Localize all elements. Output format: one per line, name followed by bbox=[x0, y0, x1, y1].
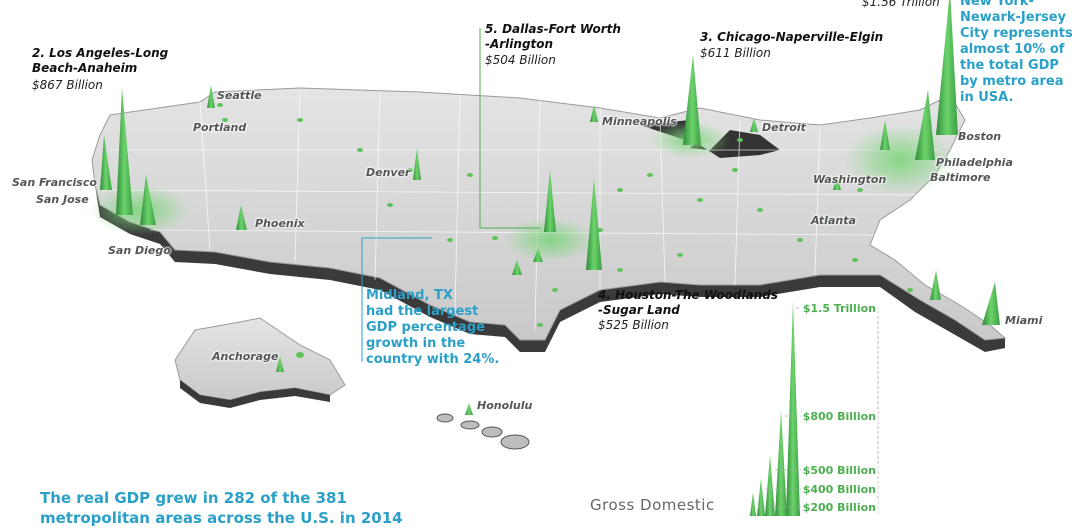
city-label-anchorage: Anchorage bbox=[212, 350, 279, 363]
city-label-seattle: Seattle bbox=[217, 89, 262, 102]
ny-callout-line: the total GDP bbox=[960, 58, 1059, 73]
scale-label-200b: $200 Billion bbox=[800, 501, 878, 514]
metro-chicago-line1: 3. Chicago-Naperville-Elgin bbox=[700, 30, 884, 44]
bottom-title-line2: metropolitan areas across the U.S. in 20… bbox=[40, 509, 403, 527]
bottom-title-line1: The real GDP grew in 282 of the 381 bbox=[40, 489, 347, 507]
metro-dallas-line2: -Arlington bbox=[485, 37, 554, 51]
city-label-san-jose: San Jose bbox=[36, 193, 89, 206]
city-label-washington: Washington bbox=[813, 173, 887, 186]
midland-leader bbox=[361, 237, 432, 362]
scale-label-500b: $500 Billion bbox=[800, 464, 878, 477]
leader-lines bbox=[479, 28, 540, 229]
city-label-atlanta: Atlanta bbox=[811, 214, 856, 227]
metro-dallas-line1: 5. Dallas-Fort Worth bbox=[485, 22, 621, 36]
metro-houston-line1: 4. Houston-The Woodlands bbox=[598, 288, 778, 302]
gdp-legend-title: Gross Domestic bbox=[590, 496, 715, 514]
scale-label-400b: $400 Billion bbox=[800, 483, 878, 496]
scale-spikes bbox=[750, 300, 800, 516]
ny-callout-line: almost 10% of bbox=[960, 42, 1065, 57]
city-label-san-diego: San Diego bbox=[108, 244, 171, 257]
metro-houston-name: 4. Houston-The Woodlands -Sugar Land bbox=[598, 288, 778, 318]
metro-dallas-name: 5. Dallas-Fort Worth -Arlington bbox=[485, 22, 621, 52]
city-dots bbox=[217, 103, 913, 358]
metro-chicago-name: 3. Chicago-Naperville-Elgin bbox=[700, 30, 883, 45]
metro-chicago-value: $611 Billion bbox=[700, 46, 771, 60]
hawaii bbox=[436, 413, 530, 450]
city-label-denver: Denver bbox=[366, 166, 411, 179]
city-label-baltimore: Baltimore bbox=[930, 171, 991, 184]
metro-houston-value: $525 Billion bbox=[598, 318, 669, 332]
ny-callout: New York- Newark-Jersey City represents … bbox=[960, 0, 1073, 106]
metro-dallas-value: $504 Billion bbox=[485, 53, 556, 67]
midland-callout-line: had the largest bbox=[366, 304, 479, 319]
midland-callout-line: growth in the bbox=[366, 336, 466, 351]
midland-callout: Midland, TX had the largest GDP percenta… bbox=[366, 288, 499, 368]
metro-la-value: $867 Billion bbox=[32, 78, 103, 92]
metro-la-line1: 2. Los Angeles-Long bbox=[32, 46, 169, 60]
map-stage: $1.56 Trillion 2. Los Angeles-Long Beach… bbox=[12, 0, 1073, 527]
city-label-boston: Boston bbox=[958, 130, 1002, 143]
ny-value: $1.56 Trillion bbox=[862, 0, 940, 9]
ny-callout-line: New York- bbox=[960, 0, 1034, 9]
metro-la-line2: Beach-Anaheim bbox=[32, 61, 138, 75]
city-label-minneapolis: Minneapolis bbox=[602, 115, 677, 128]
scale-label-1-5t: $1.5 Trillion bbox=[800, 302, 878, 315]
city-label-miami: Miami bbox=[1005, 314, 1043, 327]
city-label-san-francisco: San Francisco bbox=[12, 176, 97, 189]
ny-callout-line: by metro area bbox=[960, 74, 1064, 89]
city-label-philadelphia: Philadelphia bbox=[936, 156, 1013, 169]
midland-callout-line: Midland, TX bbox=[366, 288, 453, 303]
us-mainland-side bbox=[95, 185, 1005, 352]
midland-callout-line: GDP percentage bbox=[366, 320, 485, 335]
city-label-honolulu: Honolulu bbox=[477, 399, 533, 412]
midland-callout-line: country with 24%. bbox=[366, 352, 500, 367]
ny-callout-line: City represents bbox=[960, 26, 1073, 41]
ny-callout-line: Newark-Jersey bbox=[960, 10, 1067, 25]
map-canvas bbox=[90, 0, 1007, 516]
city-label-portland: Portland bbox=[193, 121, 247, 134]
alaska-side bbox=[180, 380, 330, 408]
gdp-spikes bbox=[100, 0, 1000, 415]
city-label-phoenix: Phoenix bbox=[255, 217, 305, 230]
bottom-title: The real GDP grew in 282 of the 381 metr… bbox=[40, 488, 403, 528]
metro-houston-line2: -Sugar Land bbox=[598, 303, 680, 317]
scale-label-800b: $800 Billion bbox=[800, 410, 878, 423]
ny-callout-line: in USA. bbox=[960, 90, 1014, 105]
city-label-detroit: Detroit bbox=[762, 121, 806, 134]
metro-la-name: 2. Los Angeles-Long Beach-Anaheim bbox=[32, 46, 168, 76]
